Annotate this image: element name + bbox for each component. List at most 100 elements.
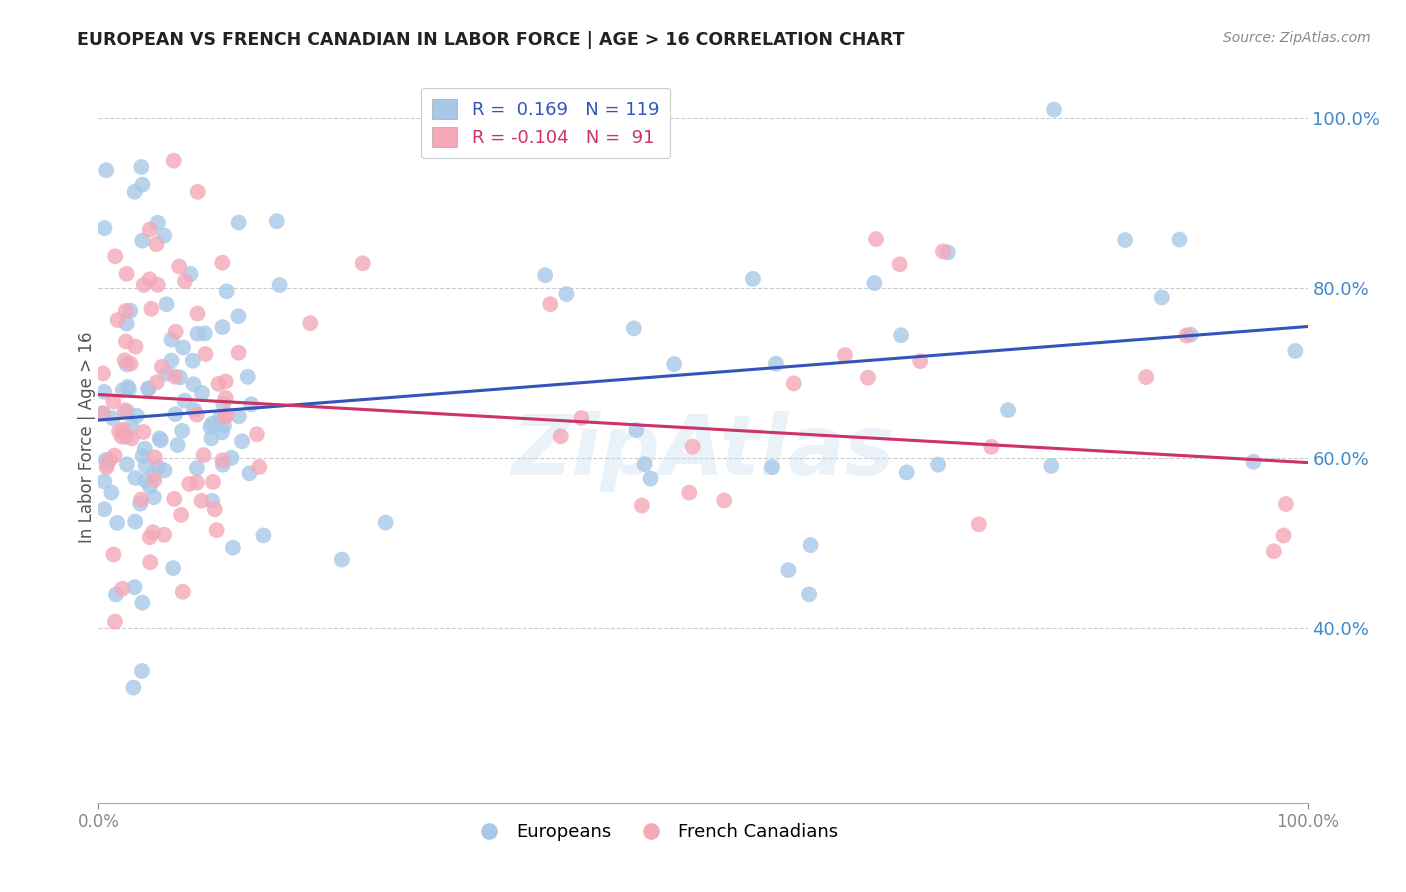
Point bbox=[187, 185, 209, 199]
Point bbox=[183, 403, 205, 417]
Point bbox=[799, 538, 821, 552]
Point bbox=[778, 563, 800, 577]
Point bbox=[163, 369, 186, 384]
Text: ZipAtlas: ZipAtlas bbox=[512, 411, 894, 492]
Point bbox=[186, 326, 208, 341]
Point bbox=[131, 178, 153, 192]
Point bbox=[131, 596, 153, 610]
Point bbox=[205, 523, 228, 537]
Point bbox=[1275, 497, 1298, 511]
Point bbox=[162, 561, 184, 575]
Point bbox=[211, 425, 233, 440]
Point bbox=[236, 369, 259, 384]
Point bbox=[120, 357, 142, 371]
Point bbox=[228, 345, 250, 359]
Point bbox=[936, 245, 959, 260]
Point bbox=[1263, 544, 1285, 558]
Point bbox=[115, 317, 138, 331]
Point bbox=[131, 664, 153, 678]
Point bbox=[136, 382, 159, 396]
Point bbox=[631, 499, 654, 513]
Point bbox=[980, 440, 1002, 454]
Point bbox=[163, 491, 186, 506]
Point bbox=[131, 234, 153, 248]
Point bbox=[142, 525, 165, 540]
Point bbox=[194, 347, 217, 361]
Point bbox=[927, 458, 949, 472]
Point bbox=[228, 409, 250, 424]
Point bbox=[115, 334, 138, 349]
Point bbox=[238, 467, 260, 481]
Point bbox=[172, 341, 194, 355]
Point bbox=[186, 408, 208, 422]
Point bbox=[115, 404, 138, 418]
Point bbox=[104, 587, 127, 601]
Point bbox=[91, 406, 114, 420]
Point bbox=[783, 376, 806, 391]
Point bbox=[179, 477, 201, 491]
Point bbox=[114, 403, 136, 417]
Point bbox=[896, 466, 918, 480]
Point bbox=[569, 411, 592, 425]
Point bbox=[111, 582, 134, 596]
Point bbox=[121, 419, 143, 434]
Point bbox=[330, 552, 353, 566]
Point bbox=[174, 274, 197, 288]
Point bbox=[115, 358, 138, 372]
Point bbox=[246, 427, 269, 442]
Point bbox=[143, 450, 166, 465]
Point bbox=[741, 272, 763, 286]
Point bbox=[169, 370, 191, 384]
Point bbox=[201, 417, 224, 431]
Point bbox=[212, 458, 235, 472]
Point bbox=[166, 438, 188, 452]
Y-axis label: In Labor Force | Age > 16: In Labor Force | Age > 16 bbox=[79, 331, 96, 543]
Point bbox=[228, 309, 250, 323]
Point bbox=[142, 467, 165, 482]
Point bbox=[214, 409, 236, 424]
Point bbox=[114, 304, 136, 318]
Point bbox=[115, 267, 138, 281]
Point bbox=[155, 367, 177, 381]
Point bbox=[1040, 458, 1063, 473]
Point bbox=[132, 449, 155, 463]
Point bbox=[200, 420, 222, 434]
Point bbox=[212, 418, 235, 433]
Point bbox=[183, 377, 205, 392]
Point bbox=[374, 516, 396, 530]
Point bbox=[1175, 328, 1198, 343]
Point bbox=[117, 380, 139, 394]
Point bbox=[103, 548, 125, 562]
Point bbox=[856, 370, 879, 384]
Point bbox=[626, 423, 648, 437]
Point bbox=[124, 340, 146, 354]
Point bbox=[121, 431, 143, 445]
Point bbox=[865, 232, 887, 246]
Point bbox=[194, 326, 217, 341]
Point bbox=[139, 555, 162, 569]
Point bbox=[555, 287, 578, 301]
Text: Source: ZipAtlas.com: Source: ZipAtlas.com bbox=[1223, 31, 1371, 45]
Point bbox=[143, 473, 166, 487]
Point bbox=[111, 384, 134, 398]
Point bbox=[91, 367, 114, 381]
Legend: Europeans, French Canadians: Europeans, French Canadians bbox=[464, 816, 845, 848]
Point bbox=[131, 160, 153, 174]
Point bbox=[114, 353, 136, 368]
Point bbox=[104, 249, 127, 263]
Point bbox=[1168, 233, 1191, 247]
Point bbox=[211, 320, 233, 334]
Point bbox=[1135, 370, 1157, 384]
Point bbox=[142, 490, 165, 504]
Point bbox=[134, 442, 156, 456]
Point bbox=[211, 453, 233, 467]
Point bbox=[228, 215, 250, 229]
Point bbox=[678, 485, 700, 500]
Point bbox=[129, 492, 152, 507]
Point bbox=[110, 429, 132, 443]
Point bbox=[153, 228, 176, 243]
Point bbox=[135, 474, 157, 488]
Point bbox=[201, 475, 224, 489]
Point bbox=[124, 580, 146, 594]
Point bbox=[122, 681, 145, 695]
